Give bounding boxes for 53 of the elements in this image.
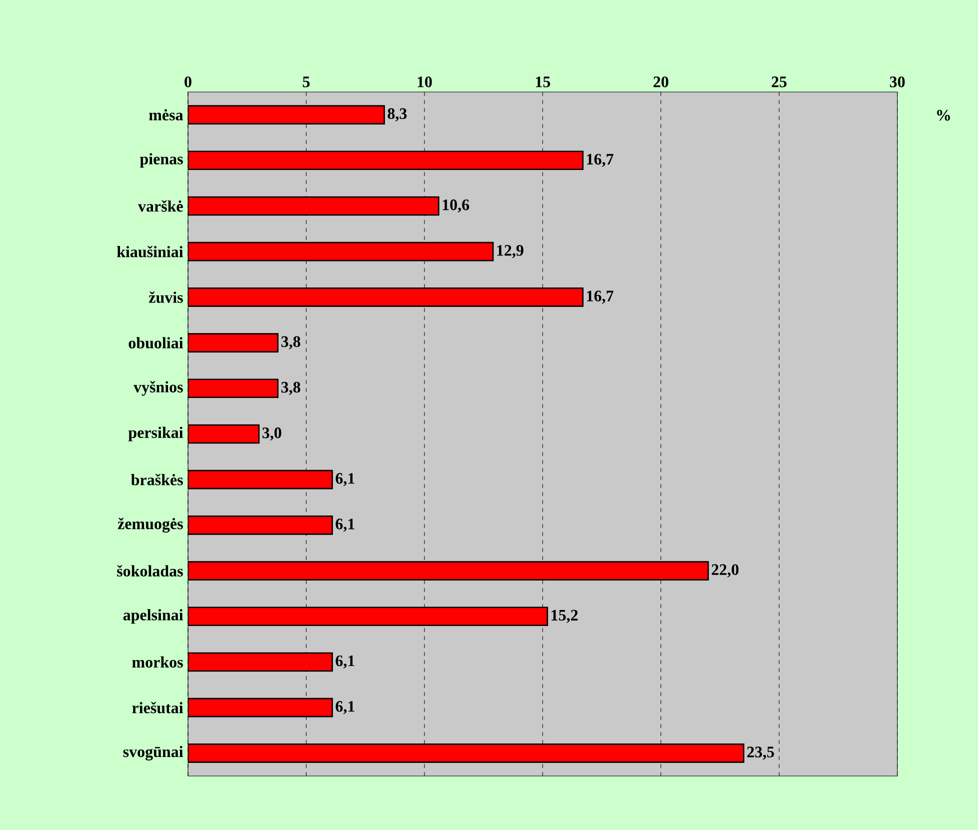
bar	[188, 652, 333, 672]
data-label: 6,1	[336, 473, 354, 486]
bar	[188, 561, 709, 580]
bar	[188, 288, 584, 307]
data-label: 15,2	[552, 610, 578, 623]
bar	[188, 470, 333, 490]
x-tick-label: 30	[890, 76, 905, 88]
y-tick-label: braškės	[131, 474, 183, 486]
x-tick-label: 20	[654, 76, 668, 88]
bar	[188, 698, 333, 718]
data-label: 3,8	[281, 382, 300, 395]
x-tick-label: 0	[184, 76, 192, 88]
y-tick-label: pienas	[140, 153, 183, 168]
bar	[188, 516, 333, 535]
bar	[188, 333, 279, 352]
x-tick-label: 10	[418, 76, 432, 88]
data-label: 10,6	[442, 199, 470, 213]
data-label: 8,3	[388, 108, 407, 122]
y-tick-label: morkos	[132, 656, 183, 668]
y-tick-label: svogūnai	[123, 746, 184, 761]
x-tick-label: 15	[536, 76, 550, 88]
data-label: 22,0	[712, 564, 738, 578]
y-tick-label: mėsa	[149, 109, 184, 120]
bar	[188, 744, 744, 763]
data-label: 3,8	[281, 336, 300, 350]
y-tick-label: persikai	[128, 426, 184, 442]
y-tick-label: šokoladas	[117, 565, 183, 576]
bar	[188, 196, 440, 216]
y-tick-label: kiaušiniai	[116, 246, 184, 258]
x-tick-label: 25	[772, 76, 787, 88]
data-label: 3,0	[262, 427, 282, 441]
y-tick-label: žuvis	[148, 291, 183, 303]
y-tick-label: riešutai	[132, 702, 184, 714]
y-tick-label: žemuogės	[118, 518, 183, 533]
bar	[188, 424, 260, 444]
bar	[188, 606, 548, 626]
data-label: 12,9	[497, 245, 524, 258]
data-label: 16,7	[587, 290, 614, 304]
data-label: 6,1	[336, 518, 354, 532]
y-tick-label: apelsinai	[123, 609, 184, 624]
y-tick-label: obuoliai	[128, 337, 184, 348]
data-label: 6,1	[336, 701, 354, 714]
bar	[188, 150, 584, 170]
data-label: 6,1	[336, 655, 354, 669]
data-label: 16,7	[587, 154, 614, 167]
data-label: 23,5	[747, 746, 774, 760]
bar	[188, 378, 279, 398]
y-tick-label: vyšnios	[134, 381, 183, 396]
bar	[188, 242, 494, 262]
y-tick-label: varškė	[138, 200, 183, 212]
x-axis-title: %	[937, 110, 950, 121]
x-tick-label: 5	[302, 76, 310, 88]
bar	[188, 105, 385, 124]
